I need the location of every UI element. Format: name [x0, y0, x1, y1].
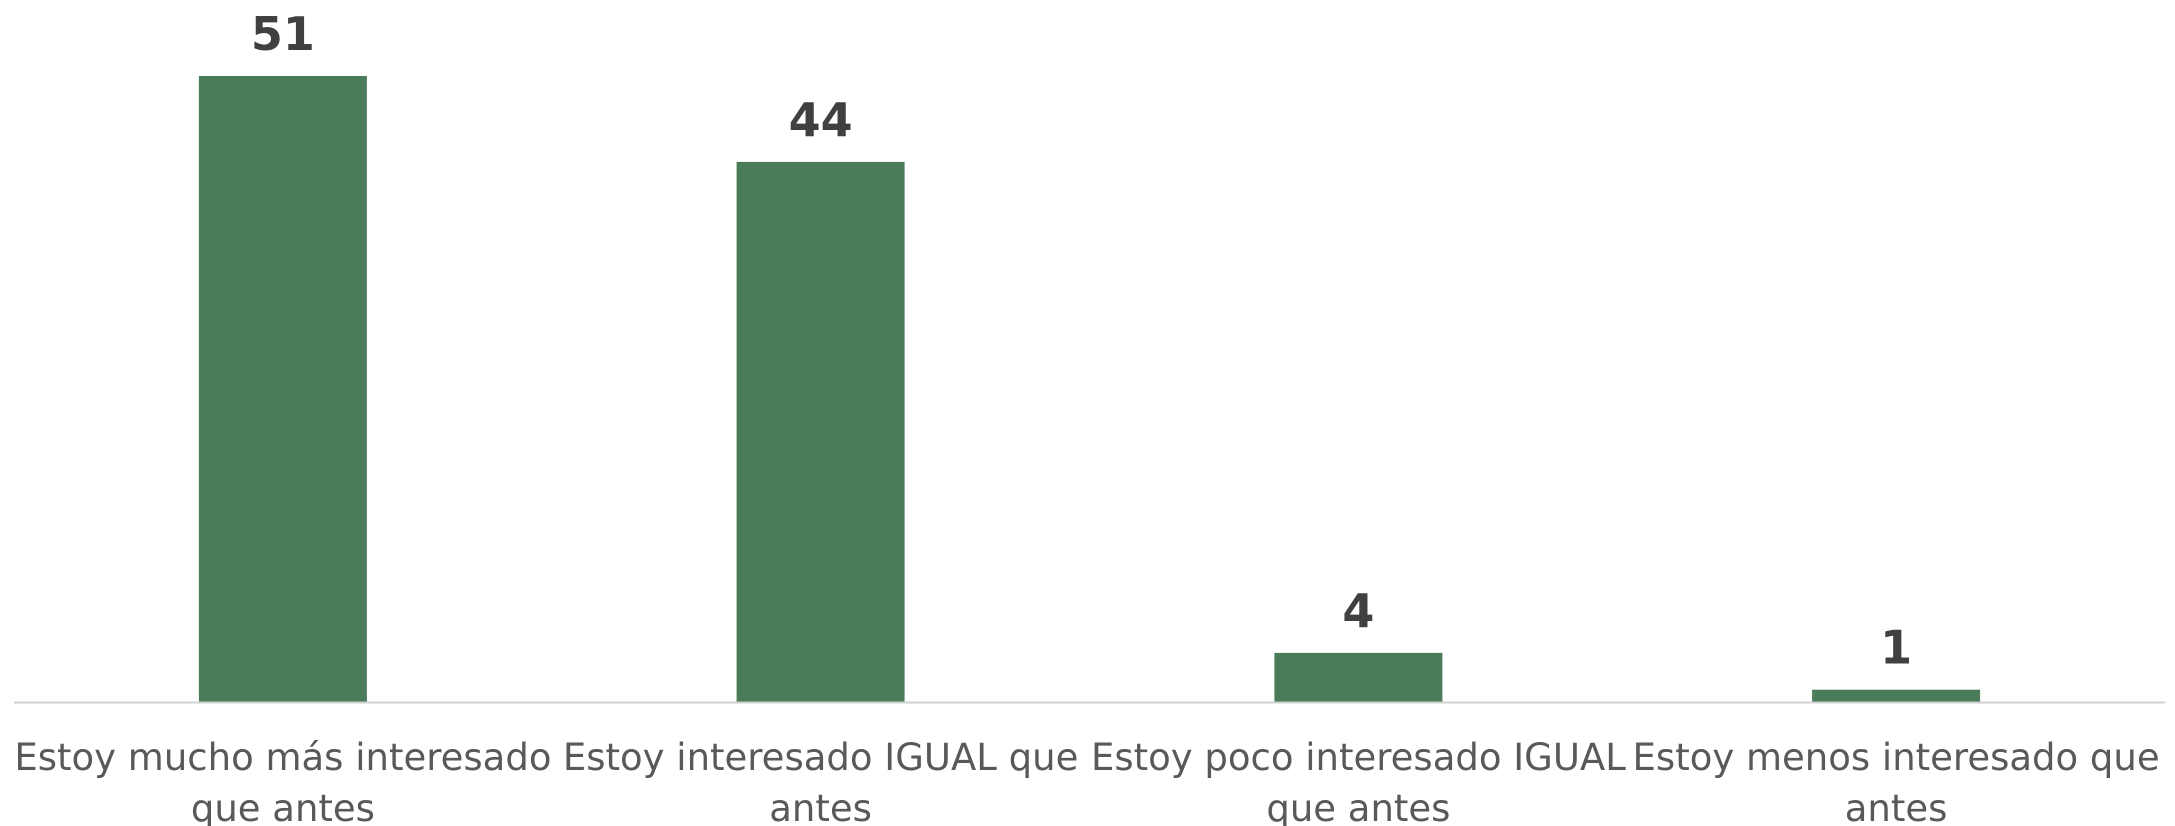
category-label-line: que antes	[1266, 787, 1450, 826]
value-label-3: 4	[1342, 584, 1374, 638]
bars-layer	[198, 76, 1981, 702]
bar-1	[198, 76, 367, 702]
bar-3	[1274, 652, 1443, 702]
bar-2	[736, 161, 905, 702]
category-label-4: Estoy menos interesado que antes	[1633, 736, 2160, 826]
category-label-line: Estoy interesado IGUAL que	[563, 736, 1079, 779]
category-label-line: Estoy menos interesado que	[1633, 736, 2160, 779]
category-label-line: Estoy poco interesado IGUAL	[1091, 736, 1626, 779]
category-label-line: antes	[1845, 787, 1948, 826]
bar-4	[1812, 689, 1981, 702]
category-label-line: antes	[769, 787, 872, 826]
category-label-3: Estoy poco interesado IGUAL que antes	[1091, 736, 1626, 826]
category-labels-layer: Estoy mucho más interesado que antesEstoy…	[14, 736, 2159, 826]
category-label-line: que antes	[191, 787, 375, 826]
category-label-2: Estoy interesado IGUAL que antes	[563, 736, 1079, 826]
value-label-1: 51	[251, 7, 315, 61]
value-label-2: 44	[789, 93, 853, 147]
value-label-4: 1	[1880, 621, 1912, 675]
category-label-1: Estoy mucho más interesado que antes	[14, 736, 551, 826]
category-label-line: Estoy mucho más interesado	[14, 736, 551, 779]
